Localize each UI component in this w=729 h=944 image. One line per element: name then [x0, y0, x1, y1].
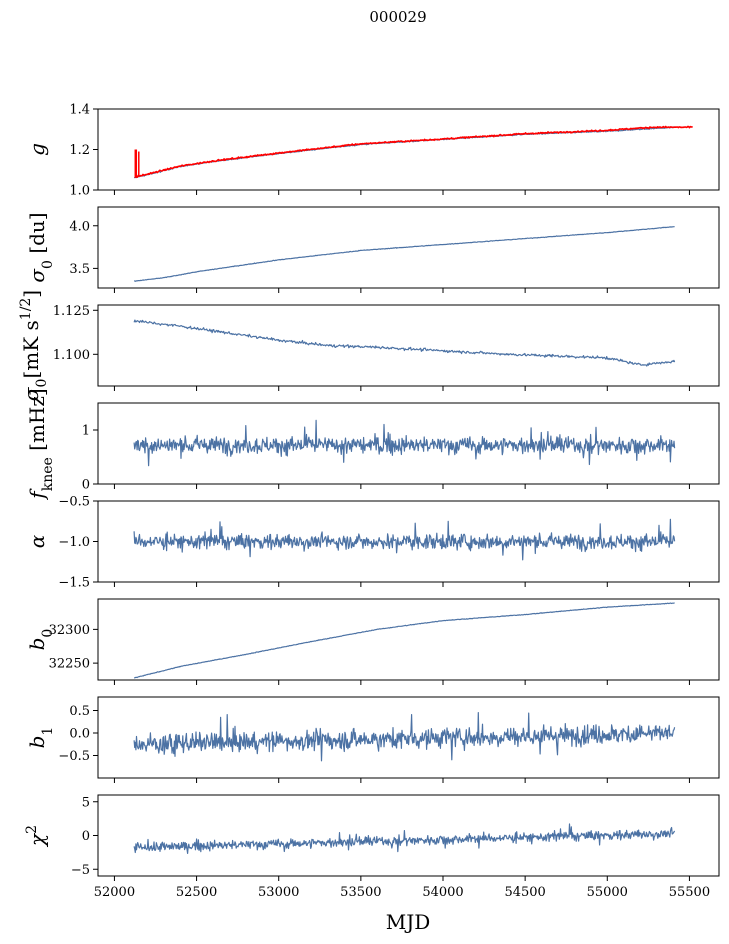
panel-sigma0-mk-series-0 [133, 319, 676, 367]
panel-b1-frame [97, 696, 720, 779]
panel-fknee-ytick-label: 0 [82, 478, 90, 493]
panel-fknee-data [133, 419, 676, 467]
panel-b1-ytick-label: −0.5 [58, 749, 90, 764]
panel-b0-ytick-label: 32250 [49, 657, 90, 672]
panel-chi2-ylabel: χ2 [24, 825, 49, 848]
x-tick-label: 54500 [504, 885, 545, 900]
panel-chi2: −5 0 5 χ2 [24, 794, 720, 881]
panel-sigma0-du-data [133, 226, 675, 282]
x-tick-label: 55500 [669, 885, 710, 900]
x-tick-label: 53500 [340, 885, 381, 900]
panel-g-data [133, 125, 693, 179]
panel-sigma0-du-ytick-label: 3.5 [69, 262, 90, 277]
panel-b0-series-0 [134, 602, 675, 679]
x-tick-label: 53000 [258, 885, 299, 900]
panel-b1-data [133, 712, 676, 762]
panel-chi2-data [133, 823, 676, 854]
panel-fknee: 0 1 fknee [mHz] [25, 388, 720, 501]
panel-b1-ytick-label: 0.5 [69, 704, 90, 719]
panel-fknee-series-0 [133, 419, 676, 467]
panel-g-ytick-label: 1.2 [69, 143, 90, 158]
panel-b1-ytick-label: 0.0 [69, 727, 90, 742]
panel-alpha-ytick-label: −0.5 [58, 495, 90, 510]
panel-alpha: −1.5 −1.0 −0.5 α [25, 495, 720, 591]
panel-g-series-1 [135, 125, 693, 178]
panel-g: 1.0 1.2 1.4 g [25, 103, 720, 199]
panel-sigma0-mk-ytick-label: 1.125 [53, 304, 90, 319]
x-axis-label: MJD [386, 910, 431, 934]
panel-fknee-frame [97, 402, 720, 485]
panel-alpha-ytick-label: −1.0 [58, 535, 90, 550]
panel-g-ytick-label: 1.0 [69, 184, 90, 199]
panel-sigma0-mk-ytick-label: 1.100 [53, 348, 90, 363]
panel-b0-frame [97, 598, 720, 681]
panel-chi2-ytick-label: −5 [71, 863, 90, 878]
panel-b1-ylabel: b1 [25, 727, 56, 749]
x-tick-label: 54000 [422, 885, 463, 900]
panel-alpha-ytick-label: −1.5 [58, 576, 90, 591]
panel-chi2-ytick-label: 5 [82, 795, 90, 810]
panel-fknee-ytick-label: 1 [82, 424, 90, 439]
x-tick-label: 52500 [176, 885, 217, 900]
panel-b0-data [134, 602, 675, 679]
x-tick-label: 55000 [587, 885, 628, 900]
panel-b0-ylabel: b0 [25, 629, 56, 651]
panel-b1: −0.5 0.0 0.5 b1 [25, 696, 720, 783]
panel-b0-ytick-label: 32300 [49, 623, 90, 638]
panel-alpha-ylabel: α [25, 534, 49, 548]
figure-suptitle: 000029 [369, 8, 426, 26]
panel-g-ylabel: g [25, 143, 49, 156]
x-tick-label: 52000 [94, 885, 135, 900]
panel-sigma0-du-series-0 [133, 226, 675, 282]
panel-alpha-series-0 [133, 518, 676, 561]
panel-alpha-data [133, 518, 676, 561]
panel-chi2-series-0 [133, 823, 676, 854]
panel-sigma0-du-ylabel: σ0 [du] [25, 212, 56, 282]
panel-sigma0-mk-ylabel: σ0[mK s1/2] [18, 290, 50, 401]
panel-sigma0-mk-data [133, 319, 676, 367]
panel-sigma0-du-frame [97, 206, 720, 289]
panel-b1-series-0 [133, 712, 676, 762]
panel-fknee-ylabel: fknee [mHz] [25, 388, 56, 500]
panel-chi2-ytick-label: 0 [82, 829, 90, 844]
x-axis: 52000 52500 53000 53500 54000 54500 55000 55500 [94, 885, 710, 900]
panel-sigma0-du: 3.5 4.0 σ0 [du] [25, 206, 720, 293]
panel-g-ytick-label: 1.4 [69, 103, 90, 118]
panel-sigma0-mk-frame [97, 304, 720, 387]
panel-sigma0-du-ytick-label: 4.0 [69, 219, 90, 234]
